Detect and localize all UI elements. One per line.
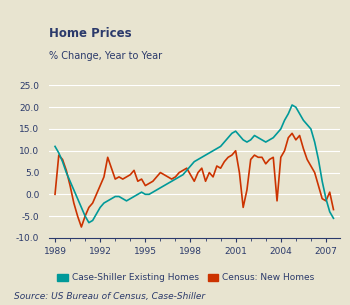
Text: Source: US Bureau of Census, Case-Shiller: Source: US Bureau of Census, Case-Shille… <box>14 292 205 301</box>
Text: % Change, Year to Year: % Change, Year to Year <box>49 51 162 61</box>
Text: Home Prices: Home Prices <box>49 27 132 40</box>
Legend: Case-Shiller Existing Homes, Census: New Homes: Case-Shiller Existing Homes, Census: New… <box>54 270 318 286</box>
